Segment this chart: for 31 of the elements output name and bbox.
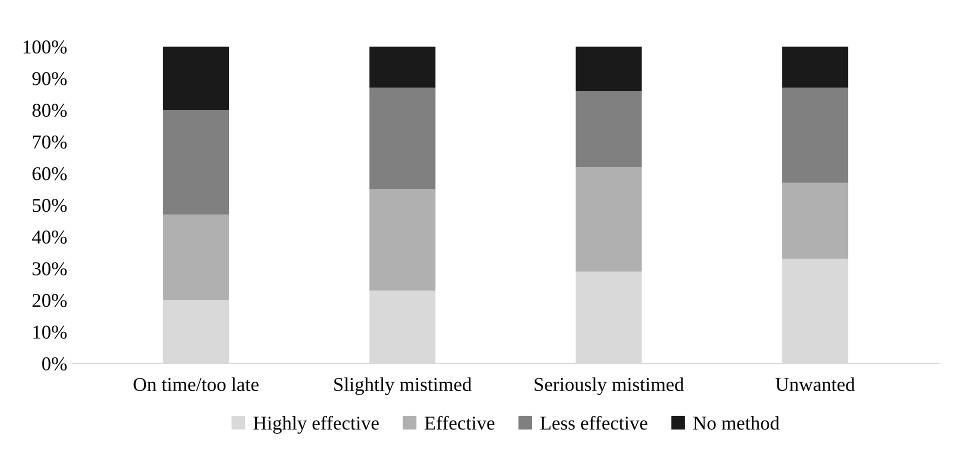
y-tick-label: 70%: [33, 135, 67, 149]
y-tick-label: 40%: [32, 230, 67, 244]
bar: [576, 90, 642, 168]
legend-label: Less effective: [540, 416, 648, 430]
x-tick-label: Slightly mistimed: [334, 377, 472, 396]
bar: [576, 167, 642, 272]
bar: [782, 46, 848, 88]
legend-label: No method: [693, 416, 780, 430]
y-tick-label: 100%: [24, 40, 67, 54]
x-tick-label: On time/too late: [134, 377, 259, 392]
x-tick-label: Unwanted: [776, 377, 855, 392]
bar: [163, 110, 230, 215]
bar: [163, 214, 230, 300]
bar: [576, 46, 642, 91]
bar: [369, 46, 436, 88]
y-tick-label: 20%: [32, 294, 67, 308]
bar: [369, 189, 436, 291]
y-tick-label: 0%: [42, 357, 67, 370]
y-tick-label: 90%: [32, 72, 67, 86]
bar: [782, 88, 848, 183]
bar: [369, 88, 436, 190]
bar: [782, 182, 848, 259]
y-tick-label: 80%: [32, 104, 67, 117]
x-tick-label: Seriously mistimed: [534, 377, 684, 396]
legend-label: Highly effective: [253, 416, 379, 434]
y-tick-label: 30%: [32, 262, 67, 276]
y-tick-label: 50%: [32, 198, 67, 212]
bar: [163, 46, 230, 110]
legend-label: Effective: [424, 416, 494, 430]
y-tick-label: 10%: [33, 326, 67, 339]
y-tick-label: 60%: [32, 167, 67, 180]
